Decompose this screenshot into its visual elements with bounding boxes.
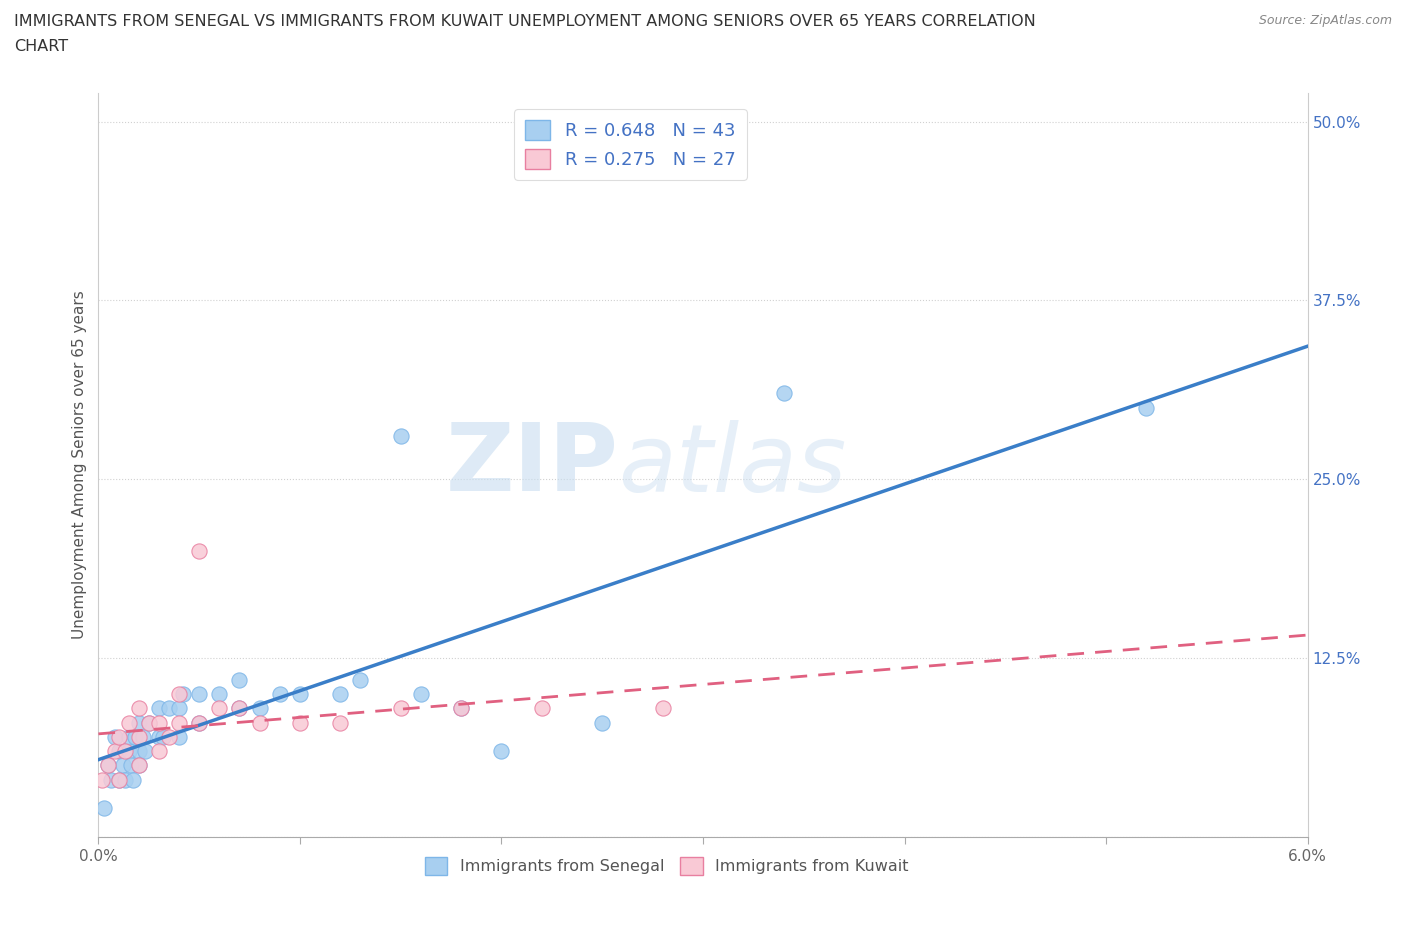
Point [228,701,250,716]
Point [208,701,231,716]
Point [100,772,122,787]
Point [188,543,211,558]
Point [148,701,170,716]
Point [349,672,371,687]
Point [118,744,141,759]
Point [128,758,150,773]
Point [148,715,170,730]
Point [157,729,180,744]
Point [591,715,613,730]
Point [118,729,141,744]
Point [167,715,190,730]
Point [208,686,231,701]
Point [120,758,142,773]
Point [249,715,271,730]
Point [772,386,794,401]
Point [97,758,120,773]
Point [103,744,125,759]
Point [228,701,250,716]
Point [167,701,190,716]
Point [124,729,146,744]
Text: CHART: CHART [14,39,67,54]
Point [128,715,150,730]
Point [107,744,129,759]
Point [389,701,412,716]
Point [121,772,143,787]
Point [651,701,673,716]
Point [152,729,174,744]
Text: atlas: atlas [619,419,846,511]
Point [128,744,150,759]
Point [167,729,190,744]
Text: Source: ZipAtlas.com: Source: ZipAtlas.com [1258,14,1392,27]
Point [167,686,190,701]
Point [188,686,211,701]
Point [97,758,120,773]
Point [288,715,311,730]
Point [114,744,136,759]
Point [329,686,352,701]
Point [107,772,129,787]
Point [1135,400,1157,415]
Point [132,729,155,744]
Point [157,701,180,716]
Point [172,686,194,701]
Point [329,715,352,730]
Point [148,729,170,744]
Point [91,772,114,787]
Point [138,715,160,730]
Text: IMMIGRANTS FROM SENEGAL VS IMMIGRANTS FROM KUWAIT UNEMPLOYMENT AMONG SENIORS OVE: IMMIGRANTS FROM SENEGAL VS IMMIGRANTS FR… [14,14,1036,29]
Point [114,772,136,787]
Point [138,715,160,730]
Point [128,729,150,744]
Point [228,672,250,687]
Point [450,701,472,716]
Point [128,758,150,773]
Point [249,701,271,716]
Point [269,686,291,701]
Point [93,801,115,816]
Point [530,701,553,716]
Point [188,715,211,730]
Point [188,715,211,730]
Point [128,701,150,716]
Point [450,701,472,716]
Point [148,744,170,759]
Point [491,744,513,759]
Point [389,429,412,444]
Point [118,715,141,730]
Point [409,686,432,701]
Point [134,744,156,759]
Point [111,758,134,773]
Text: ZIP: ZIP [446,419,619,511]
Point [107,729,129,744]
Point [103,729,125,744]
Y-axis label: Unemployment Among Seniors over 65 years: Unemployment Among Seniors over 65 years [72,291,87,640]
Legend: Immigrants from Senegal, Immigrants from Kuwait: Immigrants from Senegal, Immigrants from… [418,851,915,881]
Point [288,686,311,701]
Point [107,772,129,787]
